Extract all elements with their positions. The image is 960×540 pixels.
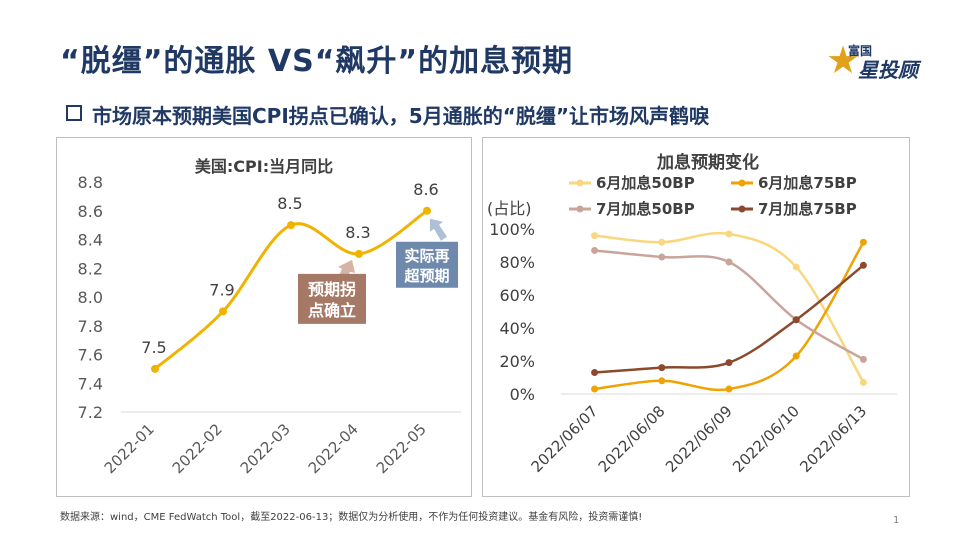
data-label: 8.5 xyxy=(277,194,302,213)
legend-marker xyxy=(576,205,584,213)
legend-label: 7月加息50BP xyxy=(596,200,695,218)
series-data-point xyxy=(792,263,800,271)
data-label: 8.3 xyxy=(345,223,370,242)
y-tick-label: 20% xyxy=(499,352,535,371)
y-tick-label: 7.2 xyxy=(78,403,103,422)
series-line xyxy=(594,241,865,392)
cpi-data-point xyxy=(423,206,431,215)
bullet-square-icon xyxy=(66,105,82,121)
x-tick-label: 2022/06/13 xyxy=(796,402,870,476)
y-tick-label: 60% xyxy=(499,286,535,305)
series-data-point xyxy=(859,238,867,246)
y-tick-label: 7.4 xyxy=(78,374,103,393)
series-data-point xyxy=(792,316,800,324)
legend-item: 6月加息50BP xyxy=(569,174,695,192)
chart-title: 美国:CPI:当月同比 xyxy=(195,157,333,176)
x-tick-label: 2022/06/07 xyxy=(528,402,602,476)
data-label: 7.9 xyxy=(209,280,234,299)
annotation-text: 预期拐 xyxy=(308,280,356,299)
cpi-data-point xyxy=(355,249,363,258)
cpi-data-point xyxy=(287,221,295,230)
data-label: 7.5 xyxy=(141,338,166,357)
y-tick-label: 8.8 xyxy=(78,173,103,192)
y-tick-label: 8.6 xyxy=(78,202,103,221)
page-title: “脱缰”的通胀 VS“飙升”的加息预期 xyxy=(60,44,574,79)
legend-marker xyxy=(738,179,746,187)
annotation-text: 实际再 xyxy=(404,247,449,265)
x-tick-label: 2022/06/08 xyxy=(595,402,669,476)
series-data-point xyxy=(725,385,733,393)
series-data-point xyxy=(591,385,599,393)
subtitle-text: 市场原本预期美国CPI拐点已确认，5月通胀的“脱缰”让市场风声鹤唳 xyxy=(92,104,709,128)
y-tick-label: 40% xyxy=(499,319,535,338)
series-data-point xyxy=(859,378,867,386)
subtitle: 市场原本预期美国CPI拐点已确认，5月通胀的“脱缰”让市场风声鹤唳 xyxy=(66,100,709,129)
rate-hike-chart: 加息预期变化(占比)0%20%40%60%80%100%2022/06/0720… xyxy=(487,152,897,476)
logo-text-main: 星投顾 xyxy=(858,58,918,82)
x-tick-label: 2022-05 xyxy=(373,420,430,477)
y-tick-label: 100% xyxy=(489,220,535,239)
cpi-data-point xyxy=(151,364,159,373)
series-data-point xyxy=(792,352,800,360)
cpi-data-point xyxy=(219,307,227,316)
x-tick-label: 2022-01 xyxy=(101,420,158,477)
cpi-chart-panel: 美国:CPI:当月同比 7.2 7.4 7.6 7.8 8.0 8.2 8.4 8.6 8.8 20… xyxy=(56,137,472,497)
cpi-series-line xyxy=(154,209,428,371)
legend-label: 7月加息75BP xyxy=(758,200,857,218)
star-icon: ★ xyxy=(826,38,861,82)
data-label: 8.6 xyxy=(413,180,438,199)
rate-hike-chart-panel: 加息预期变化 (占比) 0% 20% 40% 60% 80% 100% 2022/06/07 20… xyxy=(482,137,910,497)
annotation-text: 点确立 xyxy=(308,301,356,320)
footnote: 数据来源：wind，CME FedWatch Tool，截至2022-06-13… xyxy=(60,512,643,523)
series-data-point xyxy=(725,258,733,266)
y-axis-label: (占比) xyxy=(487,199,532,218)
legend-marker xyxy=(738,205,746,213)
series-data-point xyxy=(725,230,733,238)
legend-item: 7月加息50BP xyxy=(569,200,695,218)
series-data-point xyxy=(591,369,599,377)
y-tick-label: 80% xyxy=(499,253,535,272)
series-data-point xyxy=(658,253,666,261)
annotation-text: 超预期 xyxy=(403,267,449,285)
annotation-box-surprise xyxy=(396,241,458,288)
chart-title: 加息预期变化 xyxy=(656,152,759,173)
y-tick-label: 7.6 xyxy=(78,346,103,365)
x-tick-label: 2022-03 xyxy=(237,420,294,477)
x-tick-label: 2022-02 xyxy=(169,420,226,477)
legend-label: 6月加息50BP xyxy=(596,174,695,192)
series-data-point xyxy=(658,377,666,385)
series-data-point xyxy=(591,232,599,240)
series-data-point xyxy=(859,355,867,363)
legend-item: 7月加息75BP xyxy=(731,200,857,218)
y-tick-label: 8.0 xyxy=(78,288,103,307)
annotation-arrow-surprise xyxy=(430,218,447,241)
brand-logo: ★ 富国 星投顾 xyxy=(826,38,926,82)
x-tick-label: 2022/06/10 xyxy=(729,402,803,476)
series-line xyxy=(594,231,865,384)
series-data-point xyxy=(725,359,733,367)
y-tick-label: 0% xyxy=(510,385,535,404)
annotation-box-inflection xyxy=(298,273,366,324)
cpi-chart: 美国:CPI:当月同比 7.2 7.4 7.6 7.8 8.0 8.2 8.4 8.6 8.8 20… xyxy=(78,157,461,477)
logo-text-top: 富国 xyxy=(848,44,873,58)
y-tick-label: 8.2 xyxy=(78,259,103,278)
page-number: 1 xyxy=(893,515,900,526)
series-data-point xyxy=(859,261,867,269)
x-tick-label: 2022/06/09 xyxy=(662,402,736,476)
x-tick-label: 2022-04 xyxy=(305,420,362,477)
legend-marker xyxy=(576,179,584,187)
series-data-point xyxy=(591,246,599,254)
legend-item: 6月加息75BP xyxy=(731,174,857,192)
y-tick-label: 8.4 xyxy=(78,231,103,250)
series-data-point xyxy=(658,238,666,246)
y-tick-label: 7.8 xyxy=(78,317,103,336)
legend-label: 6月加息75BP xyxy=(758,174,857,192)
series-data-point xyxy=(658,364,666,372)
